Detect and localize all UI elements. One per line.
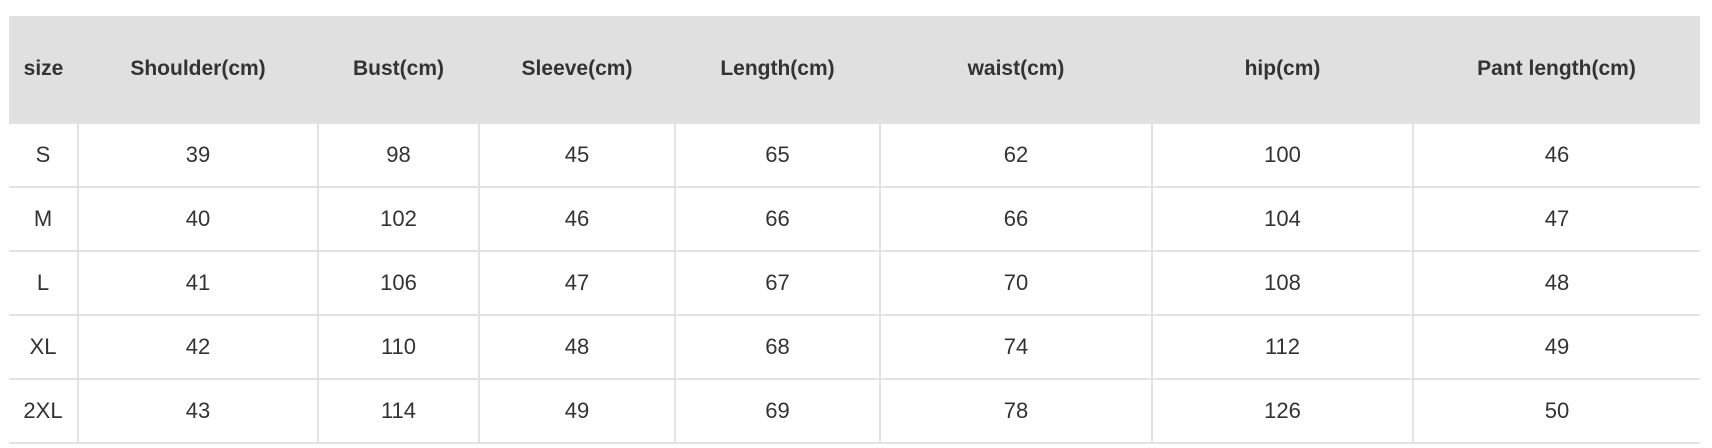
table-row: L 41 106 47 67 70 108 48 <box>9 250 1700 316</box>
measurement-cell: 102 <box>317 186 480 252</box>
measurement-cell: 100 <box>1151 122 1414 188</box>
measurement-cell: 68 <box>674 314 881 380</box>
column-header: Sleeve(cm) <box>479 16 675 123</box>
measurement-cell: 41 <box>77 250 319 316</box>
size-cell: 2XL <box>9 378 79 444</box>
measurement-cell: 108 <box>1151 250 1414 316</box>
column-header: size <box>9 16 78 123</box>
column-header: Shoulder(cm) <box>78 16 318 123</box>
measurement-cell: 126 <box>1151 378 1414 444</box>
table-row: S 39 98 45 65 62 100 46 <box>9 122 1700 188</box>
measurement-cell: 70 <box>879 250 1153 316</box>
measurement-cell: 66 <box>879 186 1153 252</box>
measurement-cell: 46 <box>478 186 676 252</box>
measurement-cell: 112 <box>1151 314 1414 380</box>
measurement-cell: 98 <box>317 122 480 188</box>
measurement-cell: 67 <box>674 250 881 316</box>
measurement-cell: 48 <box>478 314 676 380</box>
size-cell: M <box>9 186 79 252</box>
column-header: Pant length(cm) <box>1413 16 1700 123</box>
measurement-cell: 106 <box>317 250 480 316</box>
table-row: XL 42 110 48 68 74 112 49 <box>9 314 1700 380</box>
size-cell: S <box>9 122 79 188</box>
size-cell: L <box>9 250 79 316</box>
measurement-cell: 40 <box>77 186 319 252</box>
size-chart-table: size Shoulder(cm) Bust(cm) Sleeve(cm) Length… <box>9 16 1700 444</box>
measurement-cell: 45 <box>478 122 676 188</box>
table-row: M 40 102 46 66 66 104 47 <box>9 186 1700 252</box>
table-row: 2XL 43 114 49 69 78 126 50 <box>9 378 1700 444</box>
measurement-cell: 62 <box>879 122 1153 188</box>
measurement-cell: 46 <box>1412 122 1700 188</box>
size-cell: XL <box>9 314 79 380</box>
measurement-cell: 74 <box>879 314 1153 380</box>
column-header: hip(cm) <box>1152 16 1413 123</box>
measurement-cell: 69 <box>674 378 881 444</box>
measurement-cell: 110 <box>317 314 480 380</box>
column-header: Length(cm) <box>675 16 880 123</box>
measurement-cell: 47 <box>1412 186 1700 252</box>
column-header: waist(cm) <box>880 16 1152 123</box>
measurement-cell: 114 <box>317 378 480 444</box>
measurement-cell: 42 <box>77 314 319 380</box>
measurement-cell: 104 <box>1151 186 1414 252</box>
measurement-cell: 49 <box>478 378 676 444</box>
measurement-cell: 65 <box>674 122 881 188</box>
measurement-cell: 47 <box>478 250 676 316</box>
measurement-cell: 49 <box>1412 314 1700 380</box>
measurement-cell: 39 <box>77 122 319 188</box>
measurement-cell: 50 <box>1412 378 1700 444</box>
column-header: Bust(cm) <box>318 16 479 123</box>
measurement-cell: 48 <box>1412 250 1700 316</box>
measurement-cell: 43 <box>77 378 319 444</box>
measurement-cell: 78 <box>879 378 1153 444</box>
header-row: size Shoulder(cm) Bust(cm) Sleeve(cm) Length… <box>9 16 1700 123</box>
measurement-cell: 66 <box>674 186 881 252</box>
